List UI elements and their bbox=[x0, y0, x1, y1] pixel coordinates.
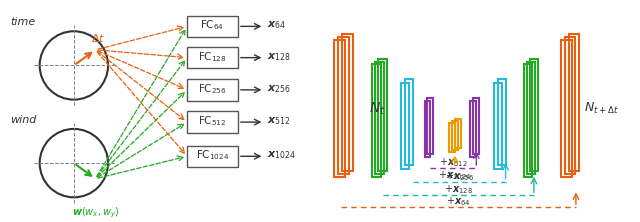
Text: FC$_{256}$: FC$_{256}$ bbox=[198, 82, 227, 96]
Bar bbox=[424, 101, 430, 157]
Text: FC$_{512}$: FC$_{512}$ bbox=[198, 114, 227, 128]
Bar bbox=[561, 40, 572, 177]
Bar bbox=[428, 98, 433, 154]
Bar bbox=[405, 79, 413, 165]
Bar bbox=[529, 59, 538, 171]
Text: +$\boldsymbol{x}_{256}$: +$\boldsymbol{x}_{256}$ bbox=[445, 170, 474, 183]
Text: $\Delta t$: $\Delta t$ bbox=[92, 32, 106, 44]
Text: $N_{t+\Delta t}$: $N_{t+\Delta t}$ bbox=[584, 101, 619, 116]
Bar bbox=[455, 119, 461, 149]
Text: +$\boldsymbol{x}_{512}$: +$\boldsymbol{x}_{512}$ bbox=[439, 156, 468, 169]
Text: $\boldsymbol{w}(w_x, w_y)$: $\boldsymbol{w}(w_x, w_y)$ bbox=[72, 205, 119, 220]
Text: $\boldsymbol{x}_{64}$: $\boldsymbol{x}_{64}$ bbox=[268, 20, 287, 31]
Bar bbox=[452, 121, 458, 151]
Bar bbox=[568, 34, 579, 171]
FancyBboxPatch shape bbox=[187, 111, 238, 133]
Bar bbox=[342, 34, 353, 171]
Text: +$\boldsymbol{x}_{64}$: +$\boldsymbol{x}_{64}$ bbox=[446, 195, 471, 208]
Bar bbox=[494, 83, 502, 169]
FancyBboxPatch shape bbox=[187, 47, 238, 68]
Bar bbox=[338, 37, 349, 174]
Bar bbox=[449, 123, 455, 152]
Text: FC$_{1024}$: FC$_{1024}$ bbox=[196, 148, 229, 162]
Text: FC$_{64}$: FC$_{64}$ bbox=[200, 18, 225, 32]
Text: $\boldsymbol{x}_{512}$: $\boldsymbol{x}_{512}$ bbox=[268, 115, 291, 127]
Bar bbox=[334, 40, 345, 177]
Text: $N_t$: $N_t$ bbox=[369, 100, 385, 117]
Text: +$\boldsymbol{x}_{1024}$: +$\boldsymbol{x}_{1024}$ bbox=[438, 169, 472, 182]
Text: time: time bbox=[10, 17, 36, 27]
Text: $\boldsymbol{x}_{128}$: $\boldsymbol{x}_{128}$ bbox=[268, 51, 291, 63]
Bar bbox=[524, 64, 532, 177]
Bar bbox=[474, 98, 479, 154]
FancyBboxPatch shape bbox=[187, 16, 238, 37]
FancyBboxPatch shape bbox=[187, 79, 238, 101]
Bar bbox=[372, 64, 381, 177]
Bar bbox=[527, 61, 536, 174]
Bar bbox=[470, 101, 476, 157]
Bar bbox=[378, 59, 387, 171]
Bar bbox=[375, 61, 384, 174]
Text: wind: wind bbox=[10, 115, 36, 125]
Text: $\boldsymbol{x}_{256}$: $\boldsymbol{x}_{256}$ bbox=[268, 83, 291, 95]
FancyBboxPatch shape bbox=[187, 146, 238, 167]
Text: $\boldsymbol{x}_{1024}$: $\boldsymbol{x}_{1024}$ bbox=[268, 149, 296, 161]
Bar bbox=[564, 37, 575, 174]
Bar bbox=[498, 79, 506, 165]
Text: FC$_{128}$: FC$_{128}$ bbox=[198, 50, 227, 63]
Text: +$\boldsymbol{x}_{128}$: +$\boldsymbol{x}_{128}$ bbox=[444, 184, 473, 196]
Bar bbox=[401, 83, 409, 169]
